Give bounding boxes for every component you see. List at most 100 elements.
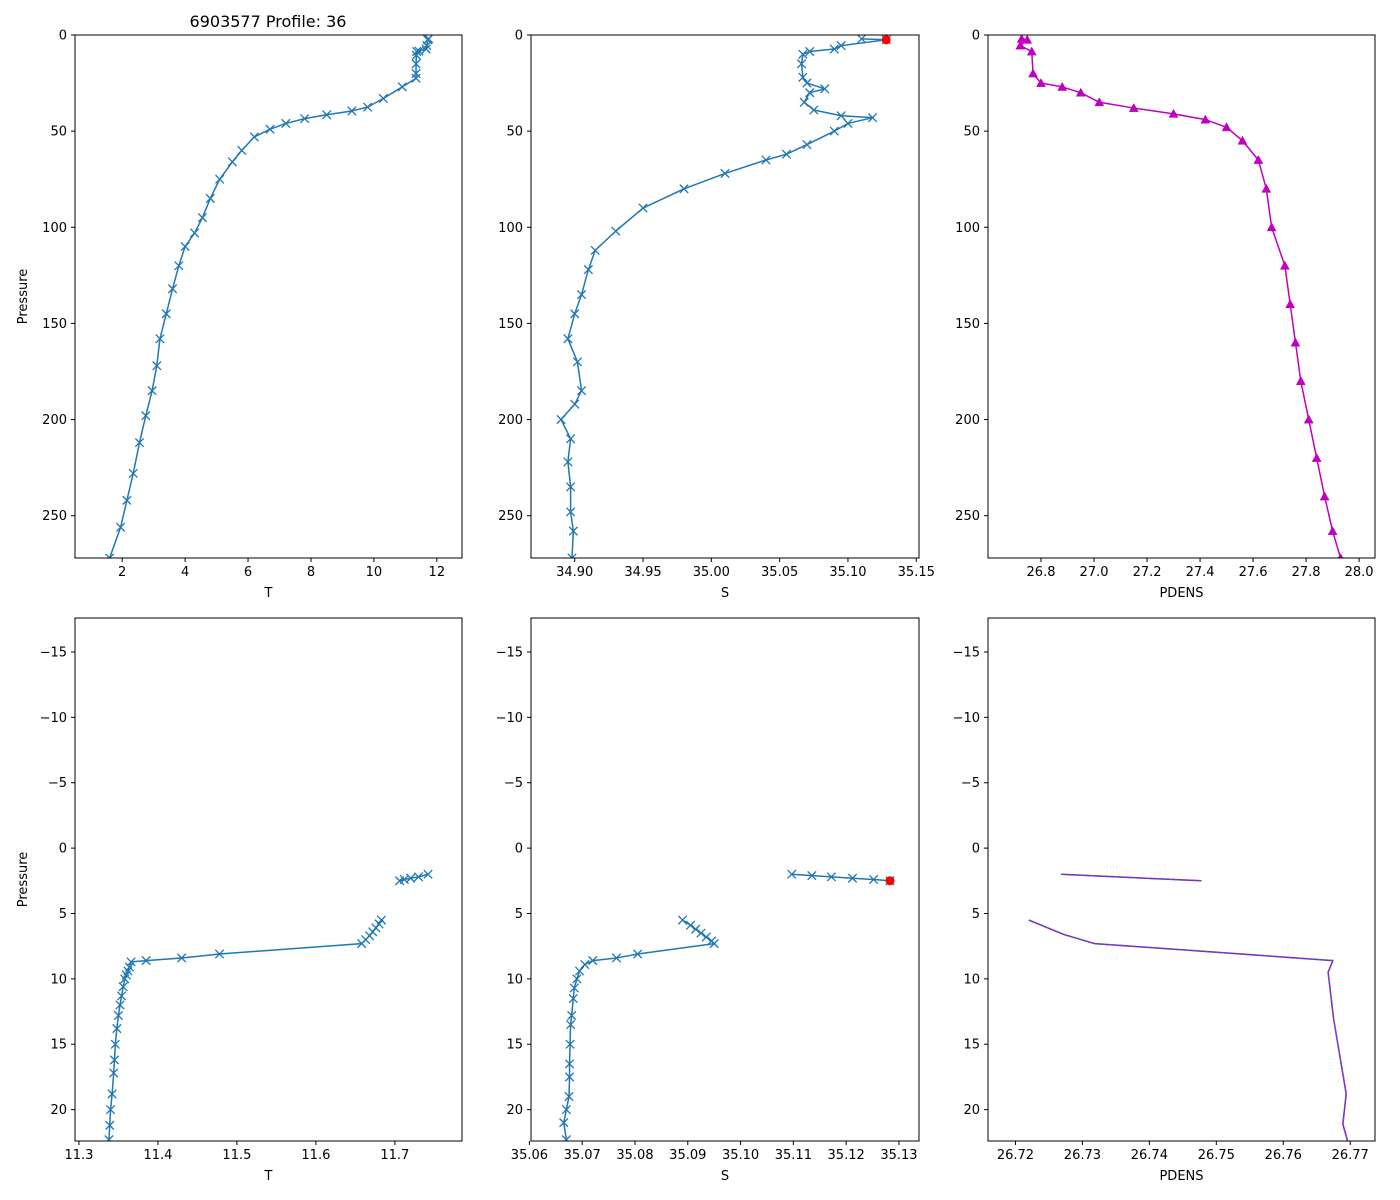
data-point-top-density-0-7 bbox=[1075, 87, 1086, 97]
data-point-top-temperature-0-10 bbox=[397, 82, 407, 92]
y-tick-label-bottom-density-6: 15 bbox=[963, 1038, 980, 1053]
data-point-top-salinity-0-0 bbox=[856, 35, 867, 44]
data-point-top-salinity-0-7 bbox=[798, 72, 808, 82]
data-point-top-salinity-0-35 bbox=[565, 482, 576, 492]
data-point-top-temperature-0-36 bbox=[115, 522, 126, 532]
y-tick-label-bottom-temperature-4: 5 bbox=[59, 907, 67, 922]
data-point-top-salinity-0-14 bbox=[867, 113, 878, 123]
y-tick-label-bottom-temperature-0: −15 bbox=[40, 645, 67, 660]
data-point-top-salinity-0-23 bbox=[611, 226, 621, 236]
x-tick-label-top-salinity-3: 35.05 bbox=[761, 565, 798, 580]
data-point-top-salinity-0-19 bbox=[761, 155, 771, 165]
data-point-bottom-salinity-0-4 bbox=[868, 874, 879, 885]
data-point-bottom-salinity-1-12 bbox=[572, 974, 582, 984]
data-point-bottom-temperature-1-16 bbox=[116, 991, 127, 1001]
x-tick-label-top-density-2: 27.2 bbox=[1133, 565, 1162, 580]
data-point-top-salinity-0-10 bbox=[805, 88, 815, 98]
data-point-bottom-temperature-1-22 bbox=[109, 1068, 119, 1078]
data-point-top-salinity-0-20 bbox=[720, 168, 730, 179]
data-point-top-temperature-0-16 bbox=[281, 118, 291, 129]
x-tick-label-top-density-5: 27.8 bbox=[1292, 565, 1321, 580]
data-point-bottom-temperature-1-15 bbox=[118, 982, 128, 992]
data-point-top-temperature-0-35 bbox=[122, 495, 132, 505]
data-point-top-salinity-0-17 bbox=[802, 139, 812, 150]
x-tick-label-top-temperature-3: 8 bbox=[307, 565, 315, 580]
data-point-top-salinity-0-34 bbox=[563, 457, 573, 467]
data-point-top-temperature-0-4 bbox=[414, 46, 424, 56]
data-point-top-temperature-0-11 bbox=[378, 93, 389, 104]
x-tick-label-top-temperature-1: 4 bbox=[181, 565, 189, 580]
data-point-top-temperature-0-25 bbox=[180, 241, 190, 252]
data-point-bottom-salinity-1-0 bbox=[677, 915, 688, 925]
data-point-top-density-0-8 bbox=[1094, 97, 1105, 107]
x-tick-label-top-density-0: 26.8 bbox=[1027, 565, 1056, 580]
x-tick-label-bottom-salinity-0: 35.06 bbox=[511, 1148, 548, 1163]
data-point-top-density-0-4 bbox=[1028, 68, 1038, 78]
data-point-top-temperature-0-2 bbox=[422, 40, 432, 51]
data-point-top-temperature-0-20 bbox=[227, 157, 237, 167]
x-axis-label-bottom-density: PDENS bbox=[1159, 1169, 1203, 1184]
data-point-top-temperature-0-37 bbox=[104, 553, 115, 558]
x-tick-label-bottom-density-2: 26.74 bbox=[1131, 1148, 1168, 1163]
y-tick-label-top-salinity-0: 0 bbox=[515, 29, 523, 44]
series-line-bottom-density-0 bbox=[1060, 873, 1202, 882]
data-point-top-salinity-0-18 bbox=[781, 149, 792, 159]
data-point-top-temperature-0-26 bbox=[174, 261, 184, 271]
x-tick-label-bottom-temperature-3: 11.6 bbox=[301, 1148, 330, 1163]
plot-area-top-density bbox=[1015, 35, 1344, 558]
x-tick-label-top-salinity-0: 34.90 bbox=[556, 565, 593, 580]
data-point-top-salinity-0-32 bbox=[556, 414, 566, 425]
data-point-bottom-salinity-1-8 bbox=[611, 953, 622, 963]
x-tick-label-bottom-temperature-0: 11.3 bbox=[64, 1148, 93, 1163]
data-point-top-density-0-13 bbox=[1237, 135, 1248, 145]
plot-area-bottom-temperature bbox=[104, 869, 433, 1141]
data-point-top-salinity-0-28 bbox=[563, 334, 573, 344]
data-point-top-salinity-0-13 bbox=[836, 111, 846, 121]
y-tick-label-top-density-4: 200 bbox=[955, 413, 980, 428]
x-tick-label-bottom-salinity-2: 35.08 bbox=[616, 1148, 653, 1163]
axes-frame-bottom-density bbox=[987, 617, 1376, 1142]
data-point-bottom-salinity-1-4 bbox=[701, 932, 711, 942]
y-tick-label-bottom-density-5: 10 bbox=[963, 972, 980, 987]
y-tick-label-top-density-1: 50 bbox=[963, 125, 980, 140]
data-point-bottom-temperature-0-2 bbox=[406, 873, 416, 883]
data-point-top-density-0-3 bbox=[1026, 46, 1037, 56]
y-tick-label-bottom-salinity-2: −5 bbox=[504, 776, 523, 791]
data-point-top-temperature-0-17 bbox=[265, 124, 275, 134]
y-tick-label-top-density-5: 250 bbox=[955, 509, 980, 524]
flagged-point-top-salinity bbox=[881, 35, 891, 45]
data-point-bottom-salinity-1-21 bbox=[561, 1104, 572, 1115]
data-point-top-salinity-0-9 bbox=[820, 84, 830, 94]
data-point-top-density-0-20 bbox=[1295, 376, 1306, 385]
figure-title: 6903577 Profile: 36 bbox=[190, 12, 347, 31]
x-tick-label-top-density-4: 27.6 bbox=[1239, 565, 1268, 580]
y-axis-label-bottom-temperature: Pressure bbox=[16, 852, 31, 908]
data-point-top-density-0-21 bbox=[1303, 414, 1314, 424]
data-point-bottom-salinity-1-19 bbox=[564, 1072, 575, 1082]
x-tick-label-bottom-salinity-3: 35.09 bbox=[669, 1148, 706, 1163]
data-point-bottom-salinity-1-6 bbox=[709, 938, 719, 949]
y-tick-label-bottom-salinity-4: 5 bbox=[515, 907, 523, 922]
y-tick-label-bottom-salinity-5: 10 bbox=[506, 972, 523, 987]
data-point-top-density-0-10 bbox=[1168, 108, 1179, 118]
plot-area-top-temperature bbox=[104, 35, 434, 558]
y-tick-label-top-temperature-2: 100 bbox=[42, 221, 67, 236]
y-axis-label-top-temperature: Pressure bbox=[16, 269, 31, 325]
data-point-top-temperature-0-31 bbox=[147, 386, 157, 396]
x-tick-label-top-temperature-0: 2 bbox=[118, 565, 126, 580]
x-axis-label-top-temperature: T bbox=[264, 586, 273, 601]
x-tick-label-bottom-salinity-4: 35.10 bbox=[722, 1148, 759, 1163]
panel-top-salinity: 34.90 34.95 35.00 35.05 35.10 35.15 0 50 100 150 2… bbox=[498, 29, 935, 602]
y-tick-label-top-density-2: 100 bbox=[955, 221, 980, 236]
y-tick-label-bottom-temperature-1: −10 bbox=[40, 711, 67, 726]
y-tick-label-bottom-temperature-6: 15 bbox=[50, 1038, 67, 1053]
x-tick-label-bottom-density-4: 26.76 bbox=[1265, 1148, 1302, 1163]
data-point-top-salinity-0-15 bbox=[843, 118, 853, 129]
data-point-top-density-0-24 bbox=[1327, 526, 1338, 535]
y-tick-label-bottom-density-2: −5 bbox=[961, 776, 980, 791]
y-tick-label-bottom-density-4: 5 bbox=[972, 907, 980, 922]
y-tick-label-top-salinity-5: 250 bbox=[498, 509, 523, 524]
data-point-top-density-0-18 bbox=[1285, 299, 1296, 309]
